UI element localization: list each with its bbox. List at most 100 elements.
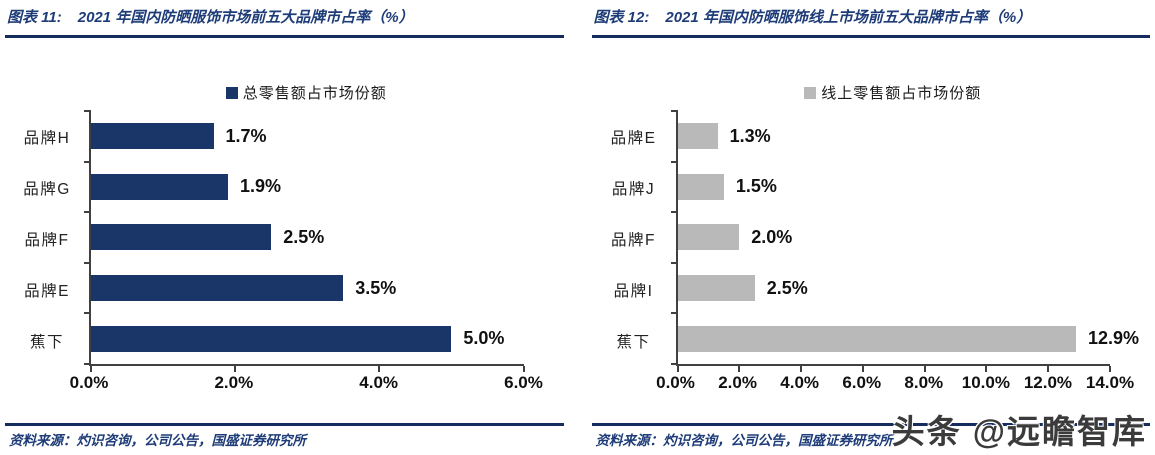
x-axis-tick — [985, 366, 988, 372]
x-axis-tick — [378, 366, 381, 372]
bar — [677, 325, 1077, 352]
figure-number: 图表 12: — [593, 9, 650, 26]
plot-wrap: 品牌E 品牌J 品牌F 品牌I 蕉下 1.3% 1.5% 2.0% 2.5% 12.9% — [592, 110, 1151, 372]
x-axis-tick — [738, 366, 741, 372]
legend-swatch — [804, 86, 817, 99]
category-label: 蕉下 — [616, 333, 651, 351]
bar — [91, 325, 452, 352]
bar-value-label: 2.5% — [766, 277, 808, 298]
title-divider — [5, 35, 564, 38]
category-axis-tick — [670, 261, 678, 264]
x-axis-tick — [676, 366, 679, 372]
x-axis-tick-label: 0.0% — [69, 373, 109, 392]
category-label: 品牌F — [611, 231, 656, 249]
bar-row: 3.5% — [91, 263, 524, 314]
category-axis-tick — [670, 110, 678, 112]
category-axis: 品牌E 品牌J 品牌F 品牌I 蕉下 — [592, 111, 676, 366]
category-axis: 品牌H 品牌G 品牌F 品牌E 蕉下 — [5, 111, 89, 366]
figure-panel-left: 图表 11: 2021 年国内防晒服饰市场前五大品牌市占率（%） 总零售额占市场… — [5, 0, 564, 455]
category-axis-tick — [84, 261, 91, 264]
x-axis-tick-label: 6.0% — [842, 373, 882, 392]
bar — [677, 224, 740, 251]
bar-value-label: 2.5% — [283, 226, 325, 247]
title-divider — [591, 35, 1150, 38]
category-axis-tick — [84, 160, 91, 163]
x-axis-tick — [923, 366, 926, 372]
x-axis-tick — [1047, 366, 1050, 372]
category-label: 品牌G — [23, 180, 71, 198]
x-axis-tick-label: 6.0% — [504, 373, 543, 392]
x-axis-tick-label: 4.0% — [359, 373, 399, 392]
chart-legend: 线上零售额占市场份额 — [592, 82, 1151, 103]
bar-row: 1.5% — [677, 162, 1111, 213]
x-axis-tick-label: 2.0% — [214, 373, 254, 392]
figure-title-text: 2021 年国内防晒服饰线上市场前五大品牌市占率（%） — [665, 9, 1032, 26]
figure-title-text: 2021 年国内防晒服饰市场前五大品牌市占率（%） — [77, 9, 414, 26]
figure-panel-right: 图表 12: 2021 年国内防晒服饰线上市场前五大品牌市占率（%） 线上零售额… — [591, 0, 1151, 455]
bar-row: 2.5% — [677, 263, 1111, 314]
category-axis-tick — [670, 211, 678, 214]
category-axis-tick — [84, 363, 91, 365]
bar-value-label: 1.9% — [239, 176, 281, 197]
category-label: 品牌F — [24, 231, 70, 249]
category-label: 蕉下 — [29, 333, 64, 351]
category-label: 品牌I — [613, 282, 654, 300]
category-label: 品牌E — [24, 282, 70, 300]
x-axis-tick-label: 8.0% — [904, 373, 944, 392]
category-axis-tick — [670, 160, 678, 163]
bar-value-label: 5.0% — [463, 328, 505, 349]
plot-wrap: 品牌H 品牌G 品牌F 品牌E 蕉下 1.7% 1.9% 2.5% 3.5% 5.0% — [5, 110, 564, 372]
source-footer: 资料来源：灼识咨询，公司公告，国盛证券研究所 — [5, 423, 564, 455]
bar-value-label: 1.7% — [225, 125, 267, 146]
figure-number: 图表 11: — [7, 9, 62, 26]
bar-row: 1.7% — [91, 111, 524, 162]
x-axis-tick — [861, 366, 864, 372]
bar-value-label: 1.3% — [729, 125, 771, 146]
bar — [91, 173, 228, 200]
watermark: 头条 @远瞻智库 — [891, 413, 1147, 450]
bar — [677, 123, 718, 150]
source-text: 资料来源：灼识咨询，公司公告，国盛证券研究所 — [595, 433, 893, 448]
figure-title: 图表 11: 2021 年国内防晒服饰市场前五大品牌市占率（%） — [5, 0, 564, 28]
category-label: 品牌J — [611, 180, 656, 198]
legend-swatch — [225, 86, 238, 99]
x-axis-tick-label: 2.0% — [718, 373, 757, 392]
category-axis-tick — [84, 110, 91, 112]
category-axis-tick — [84, 312, 91, 315]
bar-value-label: 1.5% — [735, 176, 777, 197]
bar-row: 2.0% — [677, 212, 1111, 263]
x-axis-tick-label: 0.0% — [656, 373, 695, 392]
x-axis-tick — [522, 366, 525, 372]
category-axis-tick — [84, 211, 91, 214]
category-label: 品牌H — [23, 129, 71, 147]
footer-divider — [5, 423, 564, 426]
x-axis: 0.0% 2.0% 4.0% 6.0% — [70, 366, 543, 396]
bar-value-label: 12.9% — [1088, 328, 1140, 349]
bar-value-label: 3.5% — [355, 277, 397, 298]
x-axis-tick — [800, 366, 803, 372]
bar-row: 5.0% — [91, 313, 524, 364]
bar — [677, 173, 724, 200]
x-axis-tick — [1109, 366, 1111, 372]
bar-value-label: 2.0% — [751, 226, 793, 247]
footer-divider — [591, 423, 1150, 426]
x-axis-tick-label: 14.0% — [1085, 373, 1135, 392]
bar — [91, 123, 214, 150]
bar-row: 1.9% — [91, 162, 524, 213]
bar — [91, 224, 272, 251]
x-axis: 0.0% 2.0% 4.0% 6.0% 8.0% 10.0% 12.0% 14.0% — [656, 366, 1134, 396]
bar-row: 2.5% — [91, 212, 524, 263]
bar — [91, 275, 344, 302]
category-label: 品牌E — [610, 129, 657, 147]
bar-row: 1.3% — [677, 111, 1111, 162]
x-axis-tick — [90, 366, 92, 372]
bar-row: 12.9% — [677, 313, 1139, 364]
x-axis-tick-label: 4.0% — [780, 373, 820, 392]
plot-area: 1.7% 1.9% 2.5% 3.5% 5.0% — [84, 110, 525, 372]
category-axis-tick — [670, 312, 678, 315]
legend-label: 总零售额占市场份额 — [242, 85, 387, 102]
x-axis-tick-label: 10.0% — [961, 373, 1010, 392]
x-axis-tick — [234, 366, 237, 372]
category-axis-tick — [670, 363, 678, 365]
figure-title: 图表 12: 2021 年国内防晒服饰线上市场前五大品牌市占率（%） — [592, 0, 1151, 28]
